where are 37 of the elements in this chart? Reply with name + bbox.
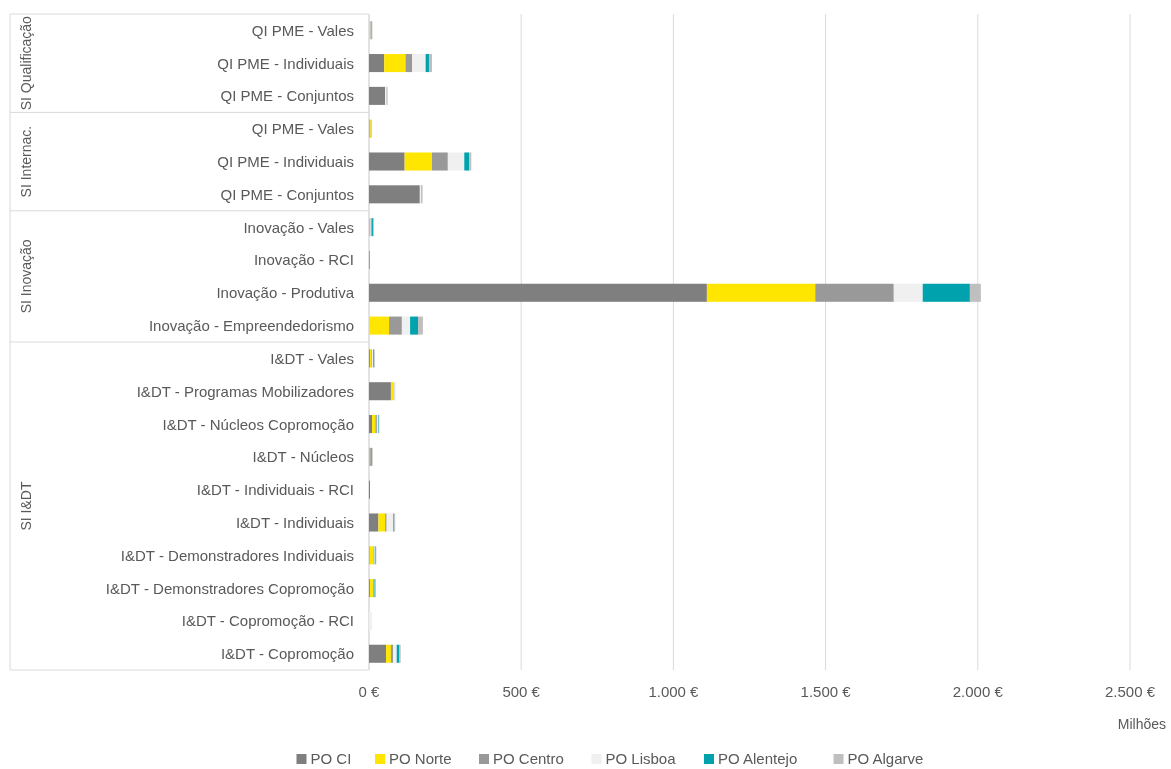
y-tick-label: Inovação - Empreendedorismo bbox=[148, 317, 354, 335]
legend-label: PO Lisboa bbox=[605, 750, 677, 767]
y-tick-label: QI PME - Conjuntos bbox=[220, 185, 354, 203]
y-tick-label: Inovação - Produtiva bbox=[216, 284, 355, 302]
y-tick-label: Inovação - RCI bbox=[253, 251, 354, 269]
y-tick-label: QI PME - Vales bbox=[251, 21, 354, 39]
y-tick-label: I&DT - Demonstradores Individuais bbox=[120, 546, 354, 564]
x-tick-label: 2.500 € bbox=[1104, 683, 1156, 700]
y-tick-label: QI PME - Vales bbox=[251, 120, 354, 138]
x-tick-label: 2.000 € bbox=[952, 683, 1004, 700]
y-tick-label: Inovação - Vales bbox=[243, 218, 354, 236]
x-tick-label: 0 € bbox=[358, 683, 381, 700]
x-tick-label: 1.500 € bbox=[800, 683, 852, 700]
x-tick-label: 500 € bbox=[502, 683, 541, 700]
legend-label: PO Alentejo bbox=[718, 750, 798, 767]
x-axis-title: Milhões bbox=[1117, 716, 1166, 732]
x-tick-label: 1.000 € bbox=[648, 683, 700, 700]
y-tick-label: I&DT - Individuais - RCI bbox=[196, 481, 354, 499]
y-tick-label: QI PME - Individuais bbox=[217, 153, 354, 171]
y-tick-label: I&DT - Demonstradores Copromoção bbox=[105, 579, 354, 597]
text: SI Inovação bbox=[18, 239, 34, 314]
y-tick-label: I&DT - Núcleos Copromoção bbox=[162, 415, 354, 433]
y-tick-label: I&DT - Individuais bbox=[235, 513, 354, 531]
y-tick-label: QI PME - Conjuntos bbox=[220, 87, 354, 105]
text: SI Qualificação bbox=[18, 15, 34, 111]
legend-label: PO Norte bbox=[389, 750, 452, 767]
y-tick-label: I&DT - Programas Mobilizadores bbox=[136, 382, 354, 400]
y-tick-label: QI PME - Individuais bbox=[217, 54, 354, 72]
text: SI Internac. bbox=[18, 125, 34, 198]
legend-label: PO CI bbox=[310, 750, 352, 767]
text: SI I&DT bbox=[18, 481, 34, 531]
legend-label: PO Centro bbox=[493, 750, 564, 767]
y-tick-label: I&DT - Copromoção - RCI bbox=[181, 612, 354, 630]
y-tick-label: I&DT - Vales bbox=[270, 349, 354, 367]
y-tick-label: I&DT - Núcleos bbox=[252, 448, 354, 466]
y-tick-label: I&DT - Copromoção bbox=[220, 645, 354, 663]
legend-label: PO Algarve bbox=[847, 750, 924, 767]
